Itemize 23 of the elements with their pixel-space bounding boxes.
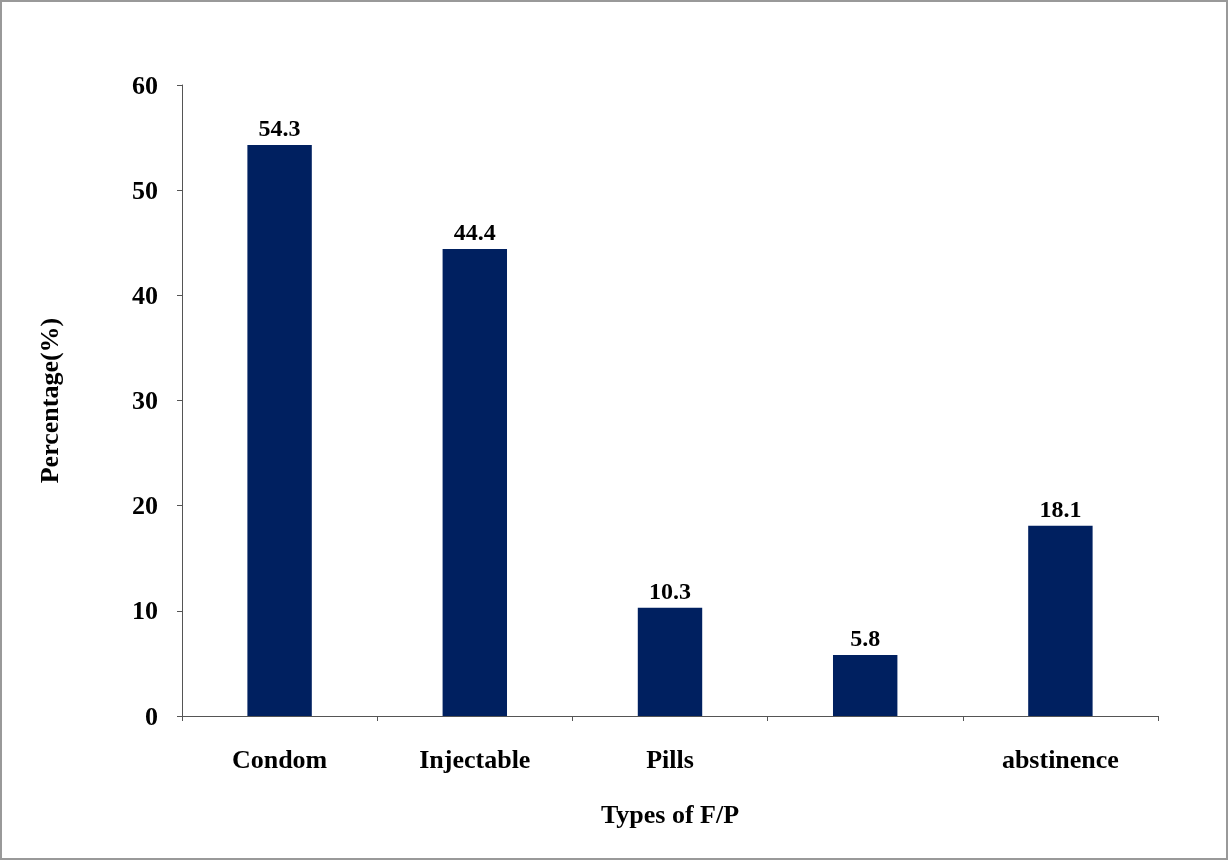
bar [442, 249, 508, 716]
data-label: 5.8 [850, 625, 881, 651]
x-tick-label: Injectable [419, 744, 531, 774]
x-axis-title: Types of F/P [600, 799, 740, 829]
y-tick-label: 40 [132, 280, 158, 310]
bar [1028, 525, 1093, 716]
x-tick-label: abstinence [1001, 744, 1119, 774]
y-tick-label: 30 [132, 386, 158, 415]
bar [832, 655, 898, 716]
bar [637, 607, 703, 716]
data-label: 44.4 [453, 219, 496, 246]
y-tick-label: 20 [132, 491, 158, 521]
x-tick-label: Pills [646, 744, 694, 774]
y-tick-label: 10 [132, 596, 158, 626]
y-tick-label: 60 [132, 70, 158, 100]
y-axis-title: Percentage(%) [34, 317, 64, 484]
data-label: 54.3 [258, 114, 301, 141]
y-tick-label: 50 [132, 175, 158, 205]
y-tick-label: 0 [145, 701, 158, 731]
bar [247, 144, 312, 716]
data-label: 10.3 [649, 577, 691, 604]
data-label: 18.1 [1039, 495, 1082, 522]
x-tick-label: Condom [231, 744, 328, 774]
